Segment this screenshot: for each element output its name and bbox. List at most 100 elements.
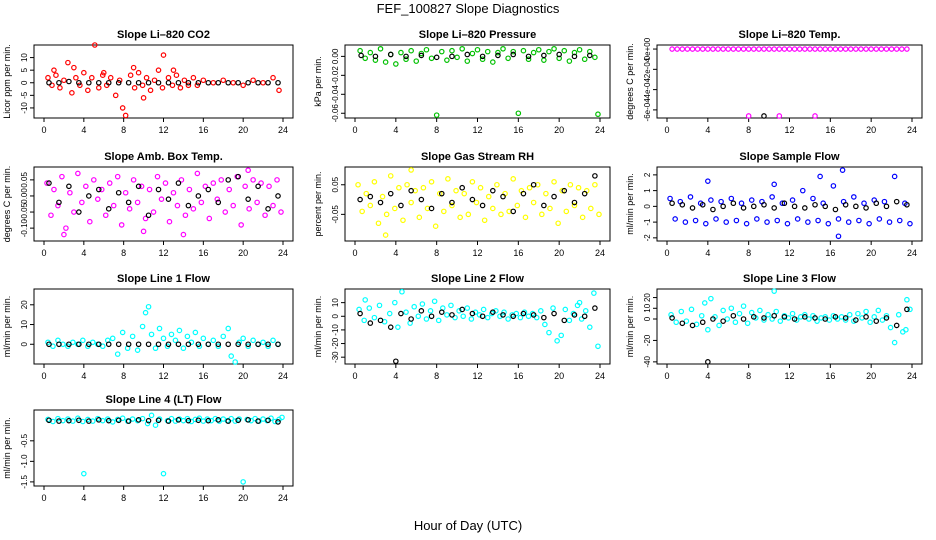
x-tick-label: 24 [278,371,288,381]
data-point [135,341,142,348]
data-point [750,203,757,210]
data-point [822,314,829,320]
x-tick-label: 24 [278,125,288,135]
data-point [459,45,465,52]
data-point [476,312,483,318]
data-point [812,201,818,208]
data-point [225,325,232,332]
data-point [107,74,114,81]
data-point [218,177,225,183]
x-tick-label: 0 [664,248,669,258]
data-point [555,220,561,227]
y-tick-label: -10 [331,324,340,336]
data-point [91,42,98,48]
data-point [839,167,846,173]
data-point [832,206,839,213]
data-point [687,194,694,200]
data-point [444,312,450,318]
data-point [119,329,126,336]
data-point [46,180,52,186]
data-point [95,186,102,193]
data-point [469,196,476,203]
data-point [781,46,788,52]
data-point [165,74,172,81]
data-point [705,178,711,184]
data-point [596,211,602,218]
data-point [543,190,549,197]
y-axis-label: degrees C per min. [2,166,12,243]
data-point [827,46,834,52]
panel-1: Slope Li–820 CO2 Licor ppm per min. 0 4 8 12 1… [2,29,294,135]
y-tick-label: -0.05 [20,202,29,221]
data-point [225,418,232,424]
data-point [842,46,849,52]
x-tick-label: 16 [825,371,835,381]
data-point [460,313,467,320]
series-2 [358,51,593,61]
data-point [688,306,695,313]
data-point [495,49,501,56]
data-point [142,215,149,222]
data-point [105,417,112,424]
data-point [210,337,217,344]
data-point [260,339,266,346]
data-point [423,316,430,322]
data-point [469,310,476,317]
data-point [464,58,471,64]
data-point [371,179,378,185]
data-point [367,193,374,200]
data-point [118,222,125,228]
data-point [155,186,162,193]
x-tick-label: 12 [158,125,168,135]
series-1 [668,288,913,346]
data-point [129,333,136,340]
y-tick-label: -0.05 [331,205,340,224]
data-point [740,205,747,211]
data-point [679,46,686,52]
data-point [490,205,496,212]
data-point [245,341,251,348]
x-tick-label: 16 [513,248,523,258]
data-point [398,49,404,56]
data-point [53,72,59,79]
data-point [510,48,517,55]
x-tick-label: 16 [825,248,835,258]
data-point [79,199,85,206]
plot-frame [344,44,611,119]
data-point [418,196,425,203]
x-tick-label: 16 [513,125,523,135]
data-point [791,203,798,210]
data-point [66,183,72,190]
data-point [485,193,492,200]
data-point [581,56,588,63]
y-tick-label: -20 [643,334,652,346]
data-point [525,56,532,63]
series-1 [669,46,910,119]
data-point [105,206,112,212]
data-point [165,79,172,86]
data-point [592,181,598,188]
data-point [418,308,425,314]
data-point [559,187,566,194]
x-tick-label: 20 [866,248,876,258]
data-point [115,79,122,86]
data-point [438,309,445,315]
page-title: FEF_100827 Slope Diagnostics [376,1,560,16]
data-point [702,220,709,227]
data-point [896,217,903,224]
data-point [436,190,443,197]
data-point [250,337,256,344]
data-point [80,337,86,344]
data-point [837,46,844,52]
data-point [56,199,62,206]
data-point [125,199,132,206]
x-tick-label: 16 [198,125,208,135]
data-point [520,47,527,54]
y-tick-label: -10 [20,102,29,114]
data-point [672,216,678,222]
data-point [195,417,202,424]
data-point [95,79,102,86]
data-point [86,193,92,199]
data-point [551,179,557,185]
data-point [175,180,182,186]
